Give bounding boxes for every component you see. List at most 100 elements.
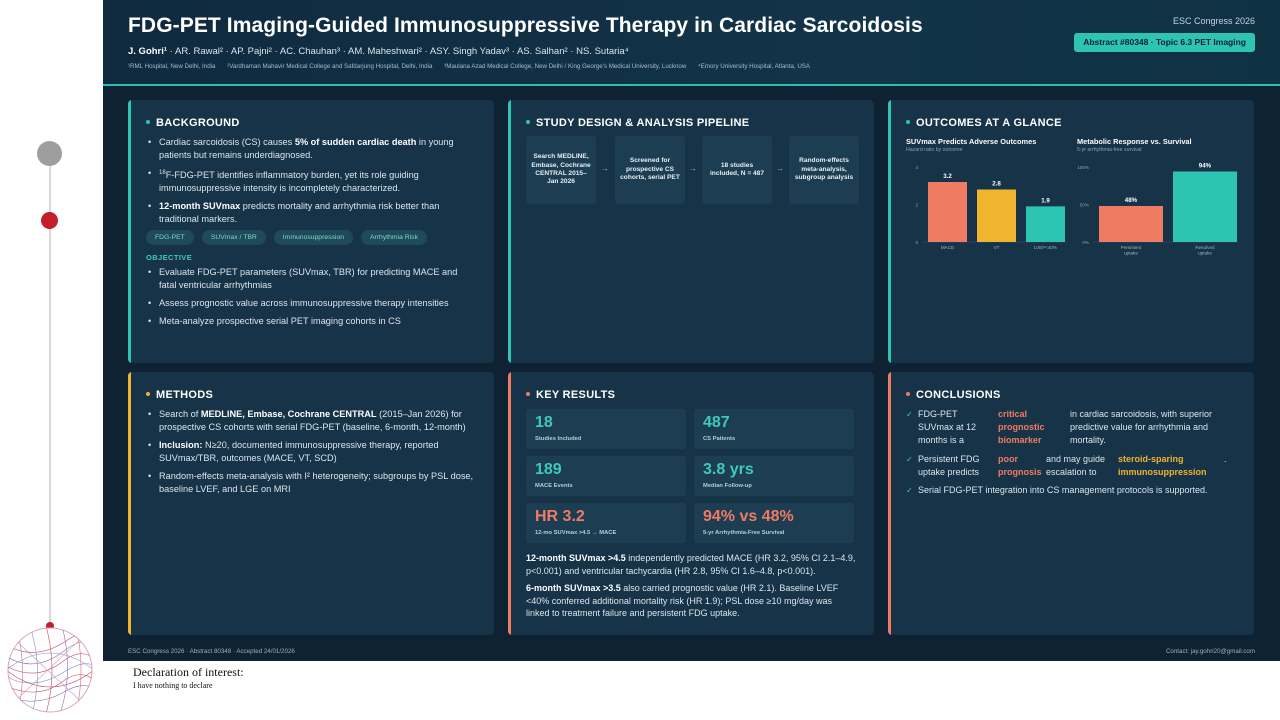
background-item: 18F-FDG-PET identifies inflammatory burd… (146, 167, 476, 195)
result-card-patients: 487 CS Patients (694, 409, 854, 449)
check-icon: ✓ (906, 486, 913, 495)
results-panel: KEY RESULTS 18 Studies Included 487 CS P… (508, 372, 874, 635)
result-label: CS Patients (703, 436, 736, 442)
methods-item: Inclusion: N≥20, documented immunosuppre… (146, 439, 476, 465)
y-tick-label: 2 (915, 203, 918, 208)
pipeline-step-screen: Screened for prospective CS cohorts, ser… (615, 136, 685, 204)
abstract-badge: Abstract #80348 · Topic 6.3 PET Imaging (1074, 33, 1255, 52)
data-label: 48% (1125, 197, 1138, 204)
timeline-line (49, 152, 51, 627)
chart2-title: Metabolic Response vs. Survival (1077, 137, 1192, 146)
timeline-dot-red (41, 212, 58, 229)
poster: FDG-PET Imaging-Guided Immunosuppressive… (103, 0, 1280, 661)
result-value: 94% vs 48% (703, 508, 794, 525)
check-icon: ✓ (906, 455, 913, 464)
bar (1099, 206, 1163, 242)
results-paragraph-2: 6-month SUVmax >3.5 also carried prognos… (526, 583, 839, 618)
background-panel: BACKGROUND Cardiac sarcoidosis (CS) caus… (128, 100, 494, 363)
outcomes-title: OUTCOMES AT A GLANCE (906, 117, 1062, 129)
result-value: HR 3.2 (535, 508, 585, 525)
result-label: MACE Events (535, 483, 573, 489)
conclusion-item-2: ✓ Persistent FDG uptake predicts poor pr… (906, 454, 1227, 477)
conclusion-item-3: ✓ Serial FDG-PET integration into CS man… (906, 485, 1208, 495)
result-label: Studies Included (535, 436, 582, 442)
bar (1026, 206, 1065, 242)
conclusions-title: CONCLUSIONS (906, 389, 1001, 401)
chart2-subtitle: 5-yr arrhythmia-free survival (1077, 147, 1142, 153)
y-tick-label: 0 (915, 240, 918, 245)
x-tick-label: MACE (941, 245, 954, 250)
tag-suvmax-tbr: SUVmax / TBR (201, 230, 266, 245)
tag-fdg-pet: FDG-PET (146, 230, 194, 245)
x-tick-label: LVEF<40% (1034, 245, 1057, 250)
data-label: 3.2 (943, 173, 952, 180)
y-tick-label: 4 (915, 165, 918, 170)
left-decoration-strip (0, 0, 103, 720)
background-list: Cardiac sarcoidosis (CS) causes 5% of su… (146, 136, 476, 231)
poster-header: FDG-PET Imaging-Guided Immunosuppressive… (103, 0, 1280, 86)
result-card-survival: 94% vs 48% 5-yr Arrhythmia-Free Survival (694, 503, 854, 543)
x-tick-label: uptake (1124, 251, 1138, 256)
methods-title: METHODS (146, 389, 213, 401)
result-label: 12-mo SUVmax >4.5 → MACE (535, 530, 617, 536)
arrow-icon: → (776, 164, 784, 173)
panel-accent (888, 100, 891, 363)
data-label: 1.9 (1041, 197, 1050, 204)
background-title: BACKGROUND (146, 117, 240, 129)
background-item: Cardiac sarcoidosis (CS) causes 5% of su… (146, 136, 476, 162)
panel-accent (128, 372, 131, 635)
bar (977, 189, 1016, 242)
arrow-icon: → (601, 164, 609, 173)
co-authors: · AR. Rawal² · AP. Pajni² · AC. Chauhan³… (167, 46, 629, 57)
result-value: 18 (535, 414, 553, 431)
bar (928, 182, 967, 242)
panel-accent (508, 100, 511, 363)
methods-item: Random-effects meta-analysis with I² het… (146, 470, 476, 496)
y-tick-label: 50% (1080, 203, 1089, 208)
chart1-subtitle: Hazard ratio by outcome (906, 147, 963, 153)
pipeline-step-analysis: Random-effects meta-analysis, subgroup a… (789, 136, 859, 204)
result-card-mace-events: 189 MACE Events (526, 456, 686, 496)
affiliations: ¹RML Hospital, New Delhi, India ²Vardham… (128, 63, 820, 70)
congress-name: ESC Congress 2026 (1172, 16, 1255, 26)
objective-item: Meta-analyze prospective serial PET imag… (146, 315, 476, 328)
pipeline-step-search: Search MEDLINE, Embase, Cochrane CENTRAL… (526, 136, 596, 204)
methods-item: Search of MEDLINE, Embase, Cochrane CENT… (146, 408, 476, 434)
result-card-hazard-ratio: HR 3.2 12-mo SUVmax >4.5 → MACE (526, 503, 686, 543)
chart1-title: SUVmax Predicts Adverse Outcomes (906, 137, 1037, 146)
pipeline-title: STUDY DESIGN & ANALYSIS PIPELINE (526, 117, 749, 129)
conclusions-panel: CONCLUSIONS ✓ FDG-PET SUVmax at 12 month… (888, 372, 1254, 635)
survival-bar-chart: 0%50%100%48%Persistentuptake94%Resolvedu… (1077, 163, 1238, 256)
data-label: 94% (1199, 163, 1212, 170)
background-item: 12-month SUVmax predicts mortality and a… (146, 200, 476, 226)
x-tick-label: Resolved (1195, 245, 1215, 250)
footer-left: ESC Congress 2026 · Abstract 80348 · Acc… (128, 648, 295, 655)
tag-arrhythmia-risk: Arrhythmia Risk (361, 230, 427, 245)
affiliation-4: ⁴Emory University Hospital, Atlanta, USA (698, 63, 811, 70)
results-title: KEY RESULTS (526, 389, 615, 401)
objective-label: OBJECTIVE (146, 253, 193, 262)
panel-accent (888, 372, 891, 635)
affiliation-2: ²Vardhaman Mahavir Medical College and S… (227, 63, 433, 70)
methods-panel: METHODS Search of MEDLINE, Embase, Cochr… (128, 372, 494, 635)
objective-list: Evaluate FDG-PET parameters (SUVmax, TBR… (146, 266, 476, 333)
author-list: J. Gohri¹ · AR. Rawal² · AP. Pajni² · AC… (128, 46, 629, 57)
pipeline-panel: STUDY DESIGN & ANALYSIS PIPELINE Search … (508, 100, 874, 363)
result-value: 189 (535, 461, 562, 478)
tag-immunosuppression: Immunosuppression (273, 230, 353, 245)
result-value: 3.8 yrs (703, 461, 754, 478)
objective-item: Evaluate FDG-PET parameters (SUVmax, TBR… (146, 266, 476, 292)
timeline-dot-gray (37, 141, 62, 166)
footer-contact: Contact: jay.gohri20@gmail.com (1165, 648, 1255, 655)
x-tick-label: uptake (1198, 251, 1212, 256)
x-tick-label: VT (994, 245, 1000, 250)
result-label: 5-yr Arrhythmia-Free Survival (703, 530, 785, 536)
x-tick-label: Persistent (1121, 245, 1142, 250)
declaration-text: I have nothing to declare (133, 681, 213, 690)
y-tick-label: 100% (1077, 165, 1089, 170)
arrow-icon: → (689, 164, 697, 173)
panel-accent (508, 372, 511, 635)
hazard-ratio-bar-chart: 0 2 4 3.2 MACE 2.8 VT 1.9 LVEF<40% (915, 165, 1067, 250)
globe-logo-icon (7, 627, 93, 713)
outcomes-panel: OUTCOMES AT A GLANCE SUVmax Predicts Adv… (888, 100, 1254, 363)
